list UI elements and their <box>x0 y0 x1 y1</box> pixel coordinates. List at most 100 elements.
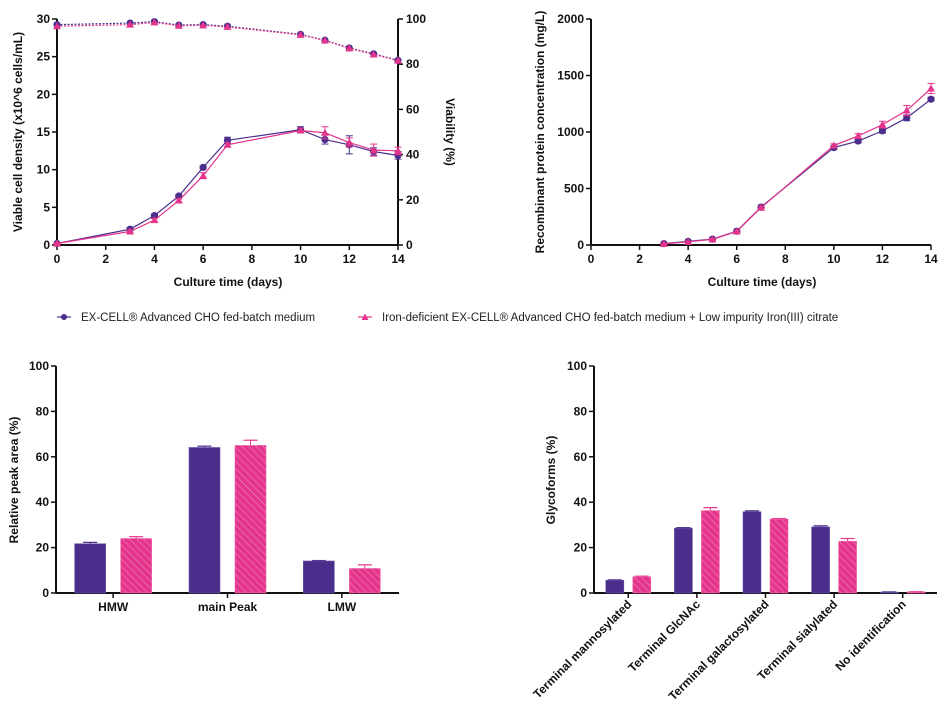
data-point-triangle <box>659 239 668 247</box>
y-tick-label: 500 <box>564 182 584 196</box>
y-tick-label: 2000 <box>557 12 584 26</box>
x-tick-label: 4 <box>151 252 158 266</box>
data-point-triangle <box>927 84 935 92</box>
data-point-triangle <box>320 128 329 136</box>
x-tick-label: 6 <box>733 252 740 266</box>
y-tick-label: 40 <box>36 495 50 509</box>
data-point-circle <box>878 127 887 135</box>
data-point-triangle <box>684 237 693 245</box>
y-tick-label: 60 <box>574 450 588 464</box>
data-point-triangle <box>854 131 863 139</box>
y-tick-label: 5 <box>43 200 50 214</box>
y-tick-label: 60 <box>36 450 50 464</box>
vcd-chart: Viable cell density (x10^6 cells/mL) Via… <box>11 12 457 289</box>
y-tick-label: 0 <box>577 238 584 252</box>
x-tick-label: LMW <box>328 600 357 614</box>
y-tick-label: 0 <box>580 586 587 600</box>
data-point-triangle <box>126 227 135 235</box>
legend-triangle-marker-icon <box>361 313 369 320</box>
bar-1 <box>906 591 926 594</box>
data-point-triangle <box>53 239 61 247</box>
data-point-triangle <box>199 21 208 29</box>
data-point-triangle <box>223 140 232 148</box>
y-tick-label: 80 <box>574 404 588 418</box>
series-3 <box>53 18 402 64</box>
vcd-y2-axis-title: Viability (%) <box>443 98 457 166</box>
y2-tick-label: 100 <box>406 12 426 26</box>
bar-1 <box>769 518 789 594</box>
y-tick-label: 1000 <box>557 125 584 139</box>
vcd-y-axis-title: Viable cell density (x10^6 cells/mL) <box>11 32 25 232</box>
data-point-triangle <box>174 21 183 29</box>
bar-0 <box>811 526 830 594</box>
bar-0 <box>674 527 693 594</box>
bar-0 <box>879 591 899 594</box>
bar-0 <box>74 543 106 594</box>
y-tick-label: 20 <box>37 87 51 101</box>
data-point-triangle <box>296 30 305 38</box>
series-1 <box>659 82 935 247</box>
bar-0 <box>605 579 625 594</box>
sec-y-axis-title: Relative peak area (%) <box>7 417 21 544</box>
x-tick-label: main Peak <box>198 600 258 614</box>
x-tick-label: 14 <box>391 252 405 266</box>
data-point-circle <box>854 137 862 145</box>
data-point-circle <box>150 212 159 220</box>
x-tick-label: 12 <box>876 252 890 266</box>
y2-tick-label: 40 <box>406 148 420 162</box>
bar-1 <box>120 538 152 594</box>
bar-1 <box>632 576 652 594</box>
data-point-triangle <box>829 141 838 149</box>
protein-y-axis-title: Recombinant protein concentration (mg/L) <box>533 11 547 254</box>
y-tick-label: 1500 <box>557 69 584 83</box>
protein-chart: Recombinant protein concentration (mg/L)… <box>533 11 938 289</box>
legend: EX-CELL® Advanced CHO fed-batch medium I… <box>57 312 838 324</box>
sec-bar-chart: Relative peak area (%) 0 20 40 60 80 100 HMW ma… <box>7 359 399 614</box>
data-point-circle <box>199 163 207 172</box>
x-tick-label: 2 <box>636 252 643 266</box>
x-tick-label: 10 <box>827 252 841 266</box>
bar-0 <box>742 511 762 594</box>
data-point-triangle <box>369 146 378 154</box>
bar-1 <box>349 568 381 594</box>
data-point-triangle <box>150 18 159 26</box>
y2-tick-label: 60 <box>406 102 420 116</box>
y-tick-label: 30 <box>37 12 51 26</box>
x-tick-label: 4 <box>685 252 692 266</box>
data-point-triangle <box>126 20 135 28</box>
x-tick-label: No identification <box>832 597 908 673</box>
data-point-triangle <box>369 50 378 58</box>
data-point-triangle <box>199 171 208 179</box>
x-tick-label: 2 <box>102 252 109 266</box>
protein-x-axis-title: Culture time (days) <box>708 275 817 289</box>
series-line <box>56 21 399 62</box>
data-point-triangle <box>223 22 232 30</box>
y2-tick-label: 0 <box>406 238 413 252</box>
y-tick-label: 15 <box>37 125 51 139</box>
series-1 <box>53 126 402 247</box>
x-tick-label: 12 <box>343 252 357 266</box>
data-point-triangle <box>757 203 765 211</box>
bar-1 <box>838 540 857 594</box>
bar-1 <box>701 510 720 594</box>
x-tick-label: 10 <box>294 252 308 266</box>
bar-0 <box>303 560 335 594</box>
x-tick-label: Terminal GlcNAc <box>625 597 703 675</box>
y-tick-label: 10 <box>37 163 51 177</box>
x-tick-label: 0 <box>54 252 61 266</box>
data-point-triangle <box>53 22 61 30</box>
series-line <box>663 88 932 245</box>
series-line <box>663 98 932 245</box>
y-tick-label: 25 <box>37 50 51 64</box>
legend-label-series1: EX-CELL® Advanced CHO fed-batch medium <box>81 312 315 324</box>
x-tick-label: 14 <box>924 252 938 266</box>
data-point-circle <box>175 192 183 200</box>
data-point-triangle <box>708 235 717 243</box>
data-point-triangle <box>394 56 402 64</box>
x-tick-label: 8 <box>782 252 789 266</box>
bar-1 <box>234 445 267 594</box>
data-point-triangle <box>150 216 159 224</box>
data-point-triangle <box>394 146 402 154</box>
glycan-bar-chart: Glycoforms (%) 0 20 40 60 80 100 Terminal mann… <box>530 359 937 703</box>
